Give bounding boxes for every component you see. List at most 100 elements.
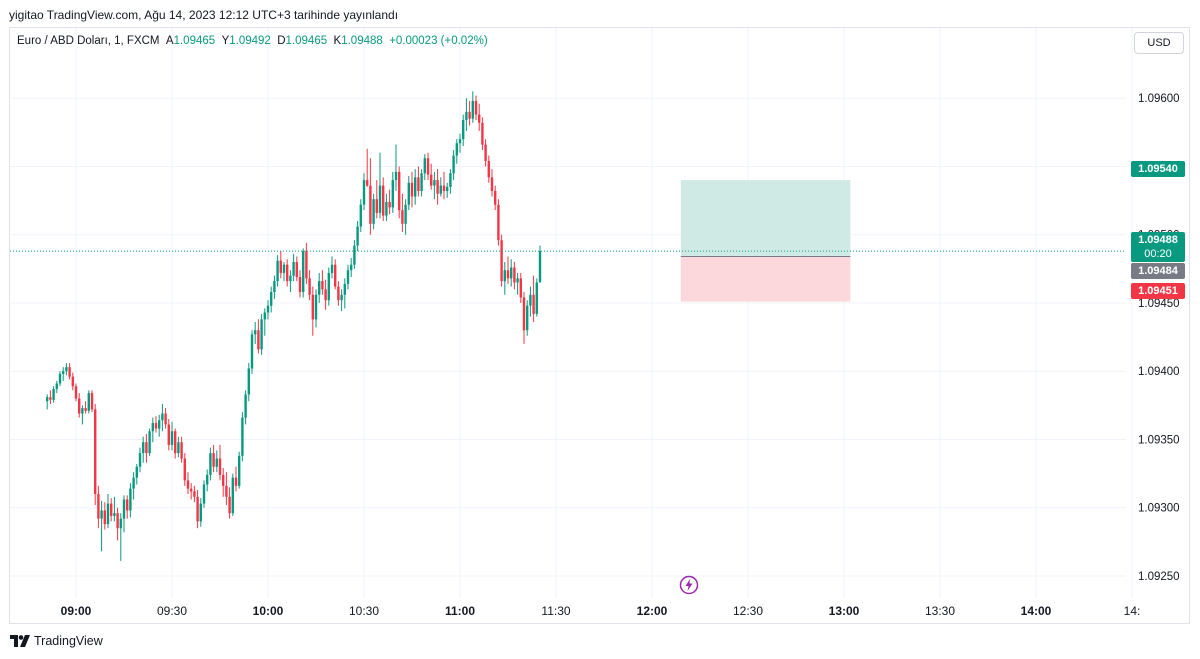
- candle-body: [388, 201, 391, 208]
- symbol-title[interactable]: Euro / ABD Doları, 1, FXCM: [17, 35, 160, 47]
- candle-body: [474, 100, 478, 115]
- currency-button[interactable]: USD: [1134, 32, 1184, 54]
- candle-body: [324, 289, 327, 301]
- candle-body: [225, 485, 228, 497]
- open-label: A: [165, 35, 174, 47]
- candle-body: [423, 158, 426, 174]
- stop-loss-price-tag: 1.09451: [1131, 283, 1185, 299]
- candle-body: [158, 420, 161, 429]
- candle-body: [177, 442, 180, 454]
- candle-body: [321, 281, 324, 290]
- candle-body: [458, 139, 462, 144]
- lightning-bolt-icon[interactable]: [679, 575, 699, 595]
- brand-footer[interactable]: TradingView: [10, 634, 103, 648]
- candle-body: [154, 423, 158, 429]
- candle-body: [110, 503, 113, 516]
- candle-body: [468, 111, 471, 119]
- candle-body: [417, 177, 420, 192]
- candle-body: [209, 453, 212, 475]
- time-tick-label: 13:30: [925, 604, 955, 618]
- candle-body: [250, 334, 254, 369]
- candle-body: [481, 122, 484, 145]
- candle-body: [298, 277, 302, 293]
- candle-body: [87, 393, 90, 411]
- candle-body: [148, 431, 151, 454]
- price-tick-label: 1.09450: [1138, 298, 1180, 310]
- candle-body: [65, 367, 68, 372]
- bar-countdown: 00:20: [1144, 248, 1172, 260]
- candle-body: [506, 270, 510, 279]
- loss-zone: [680, 256, 851, 302]
- candle-body: [407, 182, 410, 205]
- candle-body: [138, 453, 142, 467]
- candle-body: [58, 373, 62, 384]
- price-tick-label: 1.09350: [1138, 434, 1180, 446]
- take-profit-price-tag: 1.09540: [1131, 161, 1185, 177]
- open-value: 1.09465: [173, 35, 216, 47]
- position-tool[interactable]: [680, 180, 851, 302]
- candle-body: [52, 388, 55, 400]
- candle-body: [260, 319, 263, 350]
- time-tick-label: 10:30: [349, 604, 379, 618]
- candle-body: [174, 431, 177, 454]
- candle-body: [247, 368, 250, 395]
- profit-zone: [680, 180, 851, 257]
- time-tick-label: 12:30: [733, 604, 763, 618]
- candle-body: [420, 173, 423, 192]
- candle-body: [538, 251, 542, 283]
- candle-body: [196, 496, 199, 522]
- candle-body: [503, 270, 506, 282]
- time-tick-label: 12:00: [637, 604, 668, 618]
- candle-body: [500, 240, 503, 282]
- candle-body: [145, 442, 148, 454]
- candle-body: [334, 264, 337, 287]
- candle-body: [49, 397, 52, 400]
- candle-body: [369, 185, 372, 224]
- time-tick-label: 09:30: [157, 604, 187, 618]
- candle-body: [442, 185, 446, 192]
- candle-body: [170, 431, 174, 445]
- candle-body: [350, 264, 353, 271]
- candle-body: [222, 474, 225, 486]
- candle-body: [359, 204, 362, 227]
- candle-body: [106, 503, 110, 525]
- candle-body: [494, 191, 497, 205]
- candle-body: [471, 100, 474, 119]
- time-tick-label: 11:00: [445, 604, 475, 618]
- candle-body: [81, 408, 84, 414]
- candle-body: [292, 262, 295, 276]
- symbol-legend: Euro / ABD Doları, 1, FXCM A1.09465 Y1.0…: [17, 35, 488, 47]
- candle-body: [97, 494, 100, 519]
- candle-body: [449, 173, 452, 187]
- candle-body: [266, 305, 270, 313]
- candle-body: [455, 143, 458, 156]
- candle-body: [535, 282, 538, 314]
- candle-body: [519, 278, 522, 298]
- candle-body: [394, 171, 398, 181]
- candle-body: [414, 177, 417, 197]
- candle-body: [167, 424, 170, 445]
- price-tick-label: 1.09400: [1138, 366, 1180, 378]
- time-axis[interactable]: 09:00 09:30 10:00 10:30 11:00 11:30 12:00 12:30…: [61, 604, 1141, 618]
- time-tick-label: 14:00: [1021, 604, 1052, 618]
- candle-body: [270, 292, 273, 306]
- candle-body: [71, 376, 74, 387]
- publish-info: yigitao TradingView.com, Ağu 14, 2023 12…: [9, 8, 399, 22]
- candle-body: [276, 260, 279, 282]
- candle-body: [206, 474, 209, 485]
- candle-body: [529, 294, 532, 306]
- candle-body: [410, 182, 414, 197]
- candle-body: [487, 160, 490, 178]
- candle-body: [330, 264, 334, 273]
- candle-body: [346, 270, 350, 284]
- candle-body: [478, 114, 481, 123]
- candle-body: [286, 264, 289, 282]
- high-value: 1.09492: [229, 35, 271, 47]
- candle-body: [202, 484, 206, 504]
- price-tick-label: 1.09250: [1138, 571, 1180, 583]
- candle-body: [311, 294, 314, 320]
- candle-body: [84, 408, 87, 411]
- candle-body: [433, 180, 436, 186]
- chart-grid: [10, 28, 1133, 598]
